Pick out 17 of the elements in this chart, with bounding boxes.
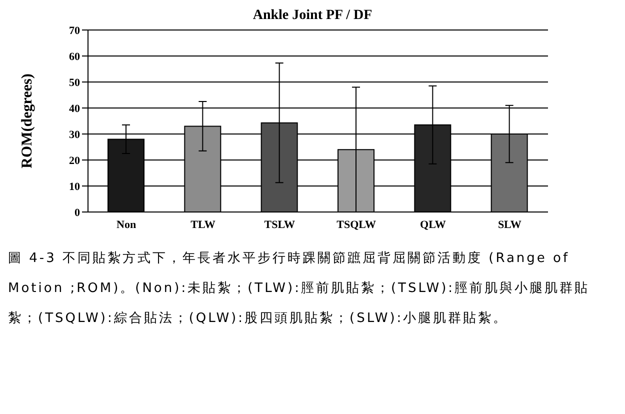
x-tick-label: SLW [498, 218, 522, 231]
y-tick-label: 70 [69, 24, 80, 37]
y-tick-label: 10 [69, 180, 80, 193]
y-tick-label: 0 [74, 206, 80, 219]
x-tick-label: TSQLW [336, 218, 376, 231]
x-tick-label: QLW [420, 218, 446, 231]
x-tick-label: Non [116, 218, 136, 231]
x-tick-label: TSLW [264, 218, 296, 231]
y-tick-label: 50 [69, 76, 80, 89]
x-tick-label: TLW [190, 218, 216, 231]
caption: 圖 4-3 不同貼紮方式下，年長者水平步行時踝關節蹠屈背屈關節活動度 (Range of Motion ;ROM)。(Non):未貼紮；(TLW):脛前肌貼紮；(TSLW):脛前肌與小腿肌群貼紮；(TSQLW):綜合貼法；(QLW):股四頭肌貼紮；(SLW):小腿肌群貼紮。 [8, 250, 591, 328]
y-tick-label: 60 [69, 50, 80, 63]
y-tick-label: 30 [69, 128, 80, 141]
y-axis-title: ROM(degrees) [19, 74, 36, 168]
y-tick-label: 40 [69, 102, 80, 115]
y-tick-label: 20 [69, 154, 80, 167]
chart-title: Ankle Joint PF / DF [252, 8, 374, 25]
